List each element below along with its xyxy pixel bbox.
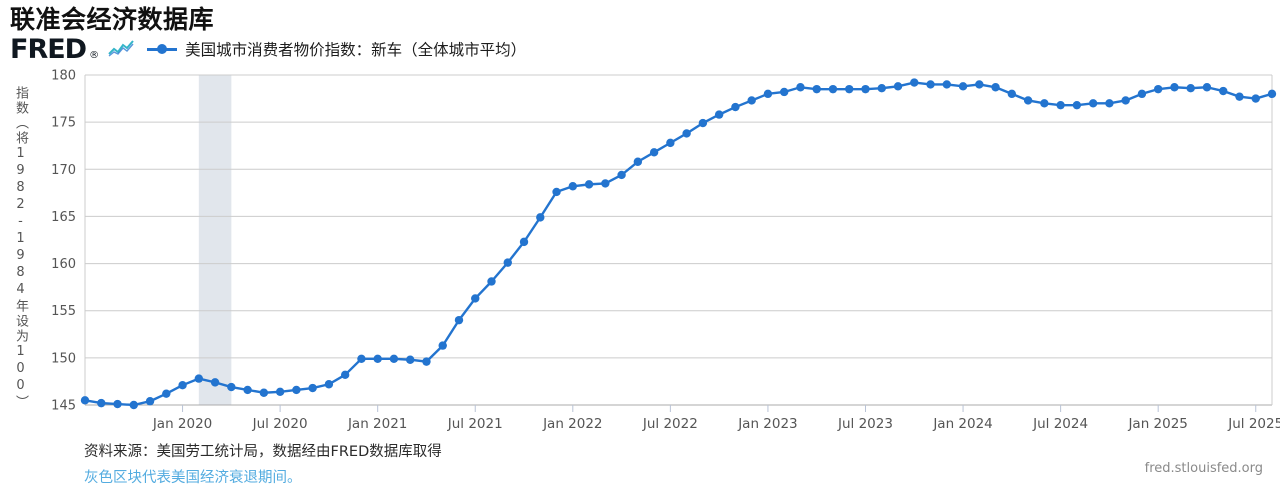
gridlines	[84, 74, 1273, 406]
fred-logo: FRED	[10, 33, 87, 65]
recession-band	[198, 75, 232, 405]
svg-text:170: 170	[51, 163, 76, 178]
svg-text:175: 175	[51, 116, 76, 131]
data-source-text: 资料来源：美国劳工统计局，数据经由FRED数据库取得	[84, 444, 442, 460]
svg-text:Jan 2020: Jan 2020	[152, 416, 212, 432]
data-line	[83, 81, 1274, 407]
svg-text:Jan 2022: Jan 2022	[542, 416, 602, 432]
data-points	[80, 78, 1277, 410]
svg-text:180: 180	[51, 69, 76, 84]
fred-site-url-link[interactable]: fred.stlouisfed.org	[1144, 461, 1263, 476]
svg-text:150: 150	[51, 351, 76, 366]
svg-text:Jan 2025: Jan 2025	[1127, 416, 1187, 432]
svg-text:Jul 2022: Jul 2022	[642, 416, 698, 432]
recession-note-link[interactable]: 灰色区块代表美国经济衰退期间。	[84, 470, 302, 486]
page-title: 联准会经济数据库	[10, 5, 215, 34]
svg-text:155: 155	[51, 304, 76, 319]
chart-header: FRED ® 美国城市消费者物价指数：新车（全体城市平均）	[10, 33, 526, 65]
sparkline-icon	[108, 40, 134, 58]
y-axis-title: 指数（将1982-1984年设为100）	[13, 86, 28, 410]
svg-text:Jan 2021: Jan 2021	[347, 416, 407, 432]
svg-text:Jul 2025: Jul 2025	[1227, 416, 1280, 432]
registered-trademark: ®	[89, 50, 100, 61]
svg-text:145: 145	[51, 399, 76, 414]
svg-text:Jul 2024: Jul 2024	[1032, 416, 1088, 432]
svg-text:Jul 2023: Jul 2023	[837, 416, 893, 432]
chart-plot-area: 145 150 155 160 165 170 175 180 Jan 2020 Jul 2020…	[51, 69, 1280, 433]
y-axis-labels: 145 150 155 160 165 170 175 180	[51, 69, 76, 414]
svg-text:Jul 2021: Jul 2021	[447, 416, 503, 432]
series-legend[interactable]: 美国城市消费者物价指数：新车（全体城市平均）	[147, 38, 526, 60]
legend-line-marker-icon	[147, 44, 178, 54]
svg-text:160: 160	[51, 257, 76, 272]
x-axis-labels: Jan 2020 Jul 2020 Jan 2021 Jul 2021 Jan 2022…	[152, 405, 1280, 432]
svg-text:Jul 2020: Jul 2020	[252, 416, 308, 432]
svg-text:Jan 2024: Jan 2024	[932, 416, 992, 432]
svg-text:165: 165	[51, 210, 76, 225]
legend-series-label: 美国城市消费者物价指数：新车（全体城市平均）	[185, 41, 527, 59]
svg-text:Jan 2023: Jan 2023	[737, 416, 797, 432]
chart-footer: 资料来源：美国劳工统计局，数据经由FRED数据库取得 灰色区块代表美国经济衰退期…	[84, 440, 442, 487]
